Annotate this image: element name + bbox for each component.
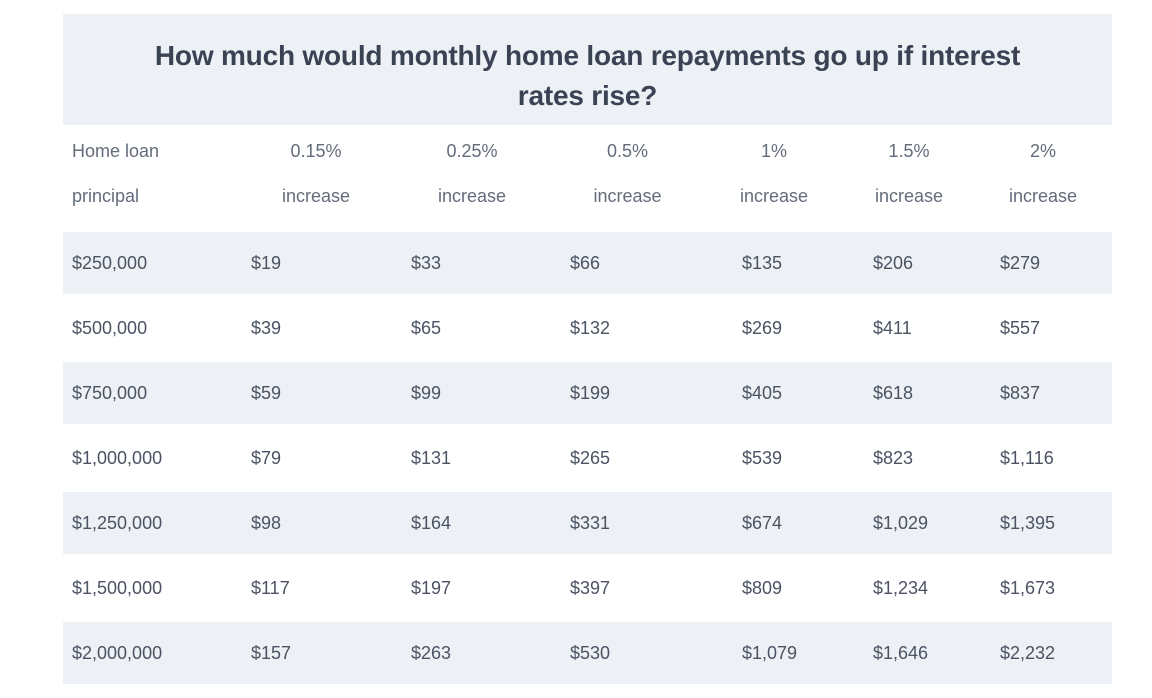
- header-line: 2%: [1029, 140, 1056, 161]
- principal-cell: $1,500,000: [63, 557, 239, 622]
- value-cell: $65: [393, 297, 551, 362]
- table-row: $1,000,000 $79 $131 $265 $539 $823 $1,11…: [63, 427, 1112, 492]
- table-row: $500,000 $39 $65 $132 $269 $411 $557: [63, 297, 1112, 362]
- table-row: $750,000 $59 $99 $199 $405 $618 $837: [63, 362, 1112, 427]
- value-cell: $117: [239, 557, 393, 622]
- value-cell: $157: [239, 622, 393, 687]
- value-cell: $1,116: [974, 427, 1112, 492]
- value-cell: $405: [704, 362, 844, 427]
- value-cell: $206: [844, 232, 974, 297]
- value-cell: $1,395: [974, 492, 1112, 557]
- value-cell: $132: [551, 297, 704, 362]
- table-title-block: How much would monthly home loan repayme…: [63, 14, 1112, 125]
- column-header-increase-0-15: 0.15% increase: [239, 125, 393, 232]
- value-cell: $1,673: [974, 557, 1112, 622]
- principal-cell: $750,000: [63, 362, 239, 427]
- value-cell: $557: [974, 297, 1112, 362]
- header-row: Home loan principal 0.15% increase 0.25%…: [63, 125, 1112, 232]
- principal-cell: $250,000: [63, 232, 239, 297]
- value-cell: $397: [551, 557, 704, 622]
- value-cell: $66: [551, 232, 704, 297]
- header-line: 0.15%: [290, 140, 342, 161]
- principal-cell: $500,000: [63, 297, 239, 362]
- table-row: $250,000 $19 $33 $66 $135 $206 $279: [63, 232, 1112, 297]
- table-title: How much would monthly home loan repayme…: [154, 40, 1021, 111]
- value-cell: $674: [704, 492, 844, 557]
- header-line: Home loan: [72, 140, 160, 161]
- value-cell: $19: [239, 232, 393, 297]
- column-header-increase-0-5: 0.5% increase: [551, 125, 704, 232]
- value-cell: $265: [551, 427, 704, 492]
- value-cell: $135: [704, 232, 844, 297]
- header-line: 1%: [760, 140, 787, 161]
- value-cell: $263: [393, 622, 551, 687]
- value-cell: $539: [704, 427, 844, 492]
- principal-cell: $2,000,000: [63, 622, 239, 687]
- value-cell: $618: [844, 362, 974, 427]
- header-line: principal: [72, 185, 140, 206]
- value-cell: $1,029: [844, 492, 974, 557]
- principal-cell: $1,000,000: [63, 427, 239, 492]
- column-header-increase-2: 2% increase: [974, 125, 1112, 232]
- header-line: increase: [281, 185, 351, 206]
- repayments-table: Home loan principal 0.15% increase 0.25%…: [63, 125, 1112, 687]
- header-line: 0.5%: [606, 140, 649, 161]
- header-line: increase: [739, 185, 809, 206]
- header-line: increase: [437, 185, 507, 206]
- value-cell: $1,079: [704, 622, 844, 687]
- header-line: increase: [1008, 185, 1078, 206]
- value-cell: $411: [844, 297, 974, 362]
- principal-cell: $1,250,000: [63, 492, 239, 557]
- column-header-increase-1: 1% increase: [704, 125, 844, 232]
- header-line: increase: [874, 185, 944, 206]
- value-cell: $164: [393, 492, 551, 557]
- value-cell: $331: [551, 492, 704, 557]
- value-cell: $279: [974, 232, 1112, 297]
- value-cell: $199: [551, 362, 704, 427]
- header-line: increase: [593, 185, 662, 206]
- table-row: $1,500,000 $117 $197 $397 $809 $1,234 $1…: [63, 557, 1112, 622]
- value-cell: $39: [239, 297, 393, 362]
- header-line: 1.5%: [888, 140, 930, 161]
- value-cell: $59: [239, 362, 393, 427]
- value-cell: $1,646: [844, 622, 974, 687]
- table-row: $1,250,000 $98 $164 $331 $674 $1,029 $1,…: [63, 492, 1112, 557]
- value-cell: $1,234: [844, 557, 974, 622]
- value-cell: $2,232: [974, 622, 1112, 687]
- value-cell: $98: [239, 492, 393, 557]
- value-cell: $530: [551, 622, 704, 687]
- header-line: 0.25%: [446, 140, 498, 161]
- column-header-principal: Home loan principal: [63, 125, 239, 232]
- value-cell: $131: [393, 427, 551, 492]
- table-row: $2,000,000 $157 $263 $530 $1,079 $1,646 …: [63, 622, 1112, 687]
- value-cell: $809: [704, 557, 844, 622]
- value-cell: $823: [844, 427, 974, 492]
- column-header-increase-1-5: 1.5% increase: [844, 125, 974, 232]
- value-cell: $99: [393, 362, 551, 427]
- repayments-table-card: How much would monthly home loan repayme…: [63, 14, 1112, 687]
- value-cell: $837: [974, 362, 1112, 427]
- value-cell: $197: [393, 557, 551, 622]
- value-cell: $269: [704, 297, 844, 362]
- column-header-increase-0-25: 0.25% increase: [393, 125, 551, 232]
- value-cell: $33: [393, 232, 551, 297]
- value-cell: $79: [239, 427, 393, 492]
